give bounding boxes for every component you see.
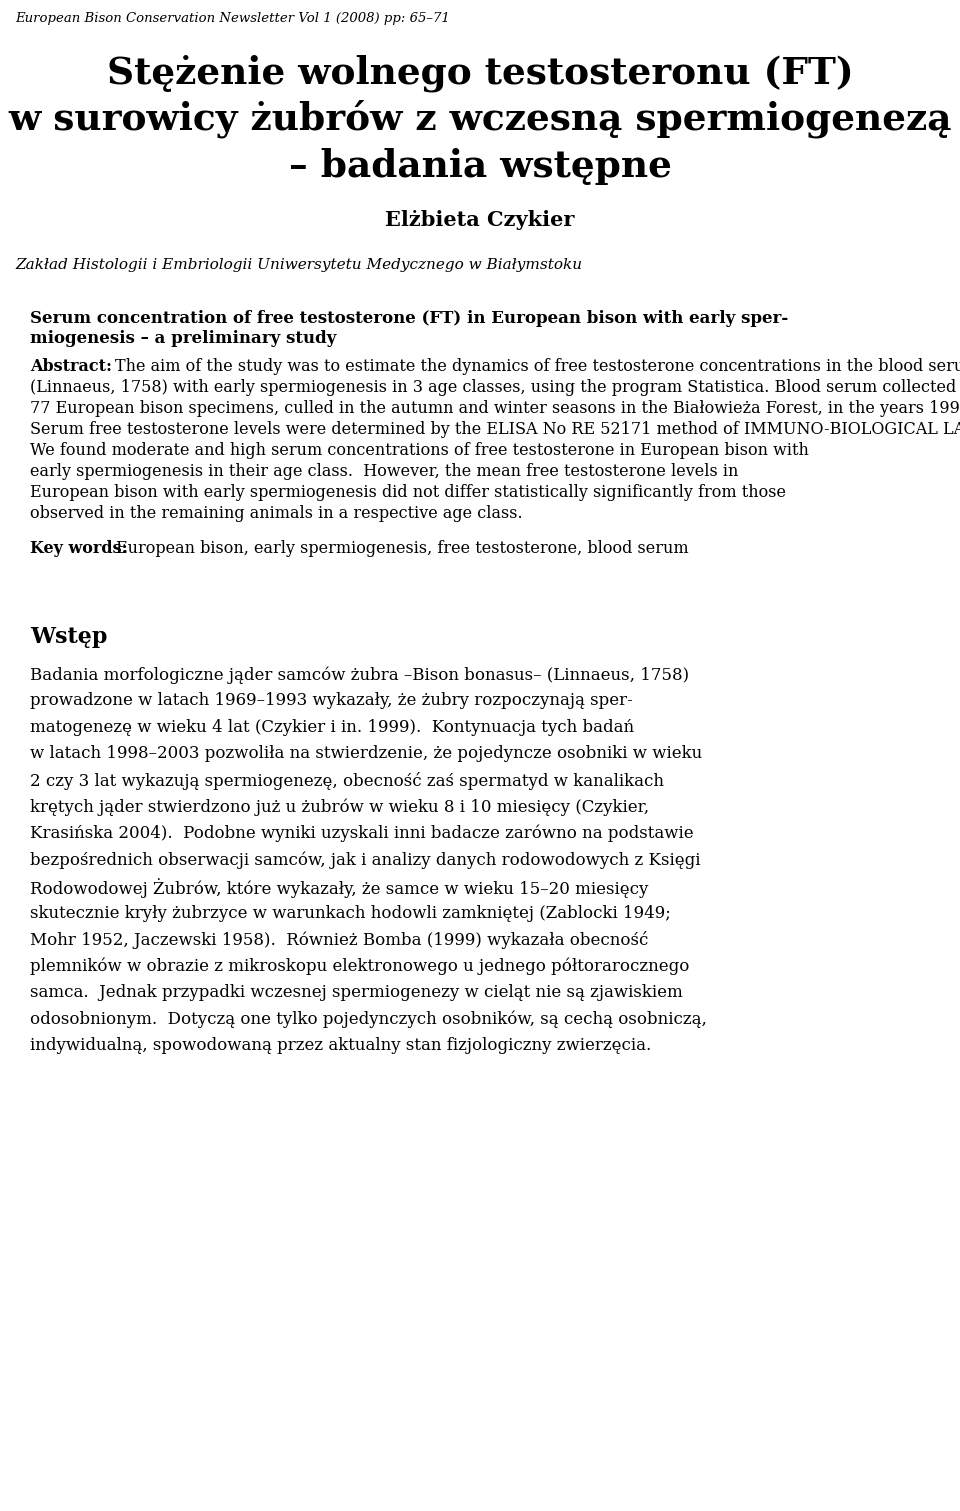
Text: Badania morfologiczne jąder samców żubra –Bison bonasus– (Linnaeus, 1758): Badania morfologiczne jąder samców żubra… bbox=[30, 666, 689, 683]
Text: The aim of the study was to estimate the dynamics of free testosterone concentra: The aim of the study was to estimate the… bbox=[115, 358, 960, 375]
Text: 2 czy 3 lat wykazują spermiogenezę, obecność zaś spermatyd w kanalikach: 2 czy 3 lat wykazują spermiogenezę, obec… bbox=[30, 772, 664, 790]
Text: Rodowodowej Żubrów, które wykazały, że samce w wieku 15–20 miesięcy: Rodowodowej Żubrów, które wykazały, że s… bbox=[30, 878, 648, 898]
Text: Elżbieta Czykier: Elżbieta Czykier bbox=[385, 210, 575, 230]
Text: 77 European bison specimens, culled in the autumn and winter seasons in the Biał: 77 European bison specimens, culled in t… bbox=[30, 400, 960, 417]
Text: Serum free testosterone levels were determined by the ELISA No RE 52171 method o: Serum free testosterone levels were dete… bbox=[30, 422, 960, 438]
Text: Serum concentration of free testosterone (FT) in European bison with early sper-: Serum concentration of free testosterone… bbox=[30, 310, 788, 326]
Text: skutecznie kryły żubrzyce w warunkach hodowli zamkniętej (Zablocki 1949;: skutecznie kryły żubrzyce w warunkach ho… bbox=[30, 905, 671, 922]
Text: Zakład Histologii i Embriologii Uniwersytetu Medycznego w Białymstoku: Zakład Histologii i Embriologii Uniwersy… bbox=[15, 258, 582, 272]
Text: (Linnaeus, 1758) with early spermiogenesis in 3 age classes, using the program S: (Linnaeus, 1758) with early spermiogenes… bbox=[30, 379, 960, 396]
Text: Abstract:: Abstract: bbox=[30, 358, 112, 375]
Text: Stężenie wolnego testosteronu (FT): Stężenie wolnego testosteronu (FT) bbox=[107, 54, 853, 92]
Text: – badania wstępne: – badania wstępne bbox=[289, 148, 671, 184]
Text: European bison, early spermiogenesis, free testosterone, blood serum: European bison, early spermiogenesis, fr… bbox=[116, 539, 688, 558]
Text: Mohr 1952, Jaczewski 1958).  Również Bomba (1999) wykazała obecność: Mohr 1952, Jaczewski 1958). Również Bomb… bbox=[30, 931, 648, 949]
Text: w surowicy żubrów z wczesną spermiogenezą: w surowicy żubrów z wczesną spermiogenez… bbox=[9, 100, 951, 139]
Text: Krasińska 2004).  Podobne wyniki uzyskali inni badacze zarówno na podstawie: Krasińska 2004). Podobne wyniki uzyskali… bbox=[30, 825, 694, 843]
Text: odosobnionym.  Dotyczą one tylko pojedynczych osobników, są cechą osobniczą,: odosobnionym. Dotyczą one tylko pojedync… bbox=[30, 1011, 707, 1027]
Text: bezpośrednich obserwacji samców, jak i analizy danych rodowodowych z Księgi: bezpośrednich obserwacji samców, jak i a… bbox=[30, 852, 701, 869]
Text: plemników w obrazie z mikroskopu elektronowego u jednego półtorarocznego: plemników w obrazie z mikroskopu elektro… bbox=[30, 958, 689, 975]
Text: observed in the remaining animals in a respective age class.: observed in the remaining animals in a r… bbox=[30, 505, 522, 521]
Text: early spermiogenesis in their age class.  However, the mean free testosterone le: early spermiogenesis in their age class.… bbox=[30, 462, 738, 480]
Text: w latach 1998–2003 pozwoliła na stwierdzenie, że pojedyncze osobniki w wieku: w latach 1998–2003 pozwoliła na stwierdz… bbox=[30, 745, 703, 763]
Text: krętych jąder stwierdzono już u żubrów w wieku 8 i 10 miesięcy (Czykier,: krętych jąder stwierdzono już u żubrów w… bbox=[30, 798, 649, 816]
Text: prowadzone w latach 1969–1993 wykazały, że żubry rozpoczynają sper-: prowadzone w latach 1969–1993 wykazały, … bbox=[30, 692, 633, 710]
Text: Key words:: Key words: bbox=[30, 539, 128, 558]
Text: matogenezę w wieku 4 lat (Czykier i in. 1999).  Kontynuacja tych badań: matogenezę w wieku 4 lat (Czykier i in. … bbox=[30, 719, 635, 736]
Text: European Bison Conservation Newsletter Vol 1 (2008) pp: 65–71: European Bison Conservation Newsletter V… bbox=[15, 12, 449, 26]
Text: Wstęp: Wstęp bbox=[30, 626, 108, 648]
Text: samca.  Jednak przypadki wczesnej spermiogenezy w cieląt nie są zjawiskiem: samca. Jednak przypadki wczesnej spermio… bbox=[30, 984, 683, 1000]
Text: miogenesis – a preliminary study: miogenesis – a preliminary study bbox=[30, 329, 336, 348]
Text: indywidualną, spowodowaną przez aktualny stan fizjologiczny zwierzęcia.: indywidualną, spowodowaną przez aktualny… bbox=[30, 1037, 651, 1055]
Text: European bison with early spermiogenesis did not differ statistically significan: European bison with early spermiogenesis… bbox=[30, 484, 786, 502]
Text: We found moderate and high serum concentrations of free testosterone in European: We found moderate and high serum concent… bbox=[30, 443, 809, 459]
